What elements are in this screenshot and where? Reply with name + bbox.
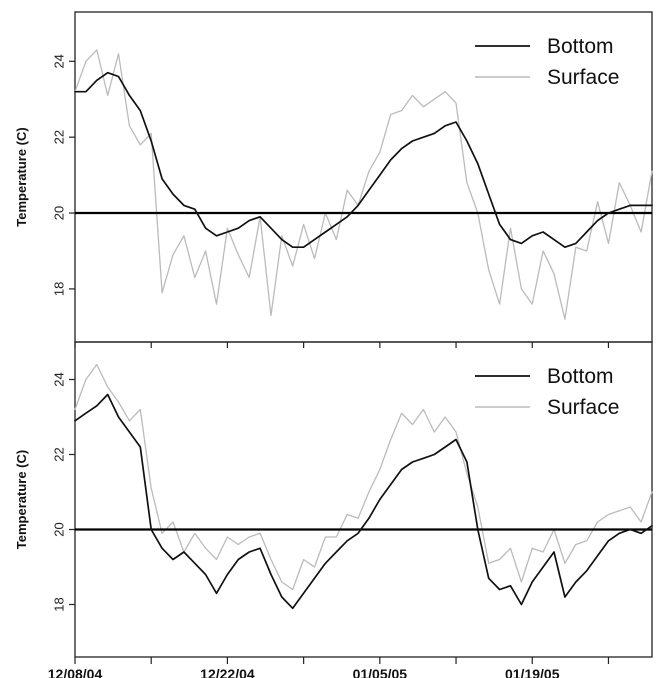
bottom-panel: 18 20 22 24 Temperature (C) Bottom Surface bbox=[14, 341, 653, 658]
x-axis: 12/08/04 12/22/04 01/05/05 01/19/05 bbox=[48, 342, 610, 678]
y-axis-label: Temperature (C) bbox=[14, 450, 29, 549]
top-panel: 18 20 22 24 Temperature (C) Bottom Surface bbox=[14, 11, 653, 343]
legend-label-bottom: Bottom bbox=[547, 35, 614, 58]
plot-frame bbox=[74, 341, 653, 658]
x-tick-label: 12/22/04 bbox=[200, 666, 255, 678]
series-line-bottom bbox=[74, 393, 653, 610]
legend-label-bottom: Bottom bbox=[547, 365, 614, 388]
x-tick-label: 01/19/05 bbox=[505, 666, 560, 678]
x-tick-label: 12/08/04 bbox=[48, 666, 103, 678]
legend-label-surface: Surface bbox=[547, 396, 619, 419]
series-line-bottom bbox=[74, 71, 653, 249]
x-tick-label: 01/05/05 bbox=[353, 666, 408, 678]
y-tick-label: 24 bbox=[51, 372, 66, 386]
y-tick-label: 18 bbox=[51, 597, 66, 611]
y-tick-label: 20 bbox=[51, 522, 66, 536]
y-tick-label: 24 bbox=[51, 54, 66, 68]
series-line-surface bbox=[74, 49, 653, 320]
y-tick-label: 22 bbox=[51, 130, 66, 144]
legend-label-surface: Surface bbox=[547, 66, 619, 89]
y-tick-label: 22 bbox=[51, 447, 66, 461]
y-tick-label: 18 bbox=[51, 282, 66, 296]
y-axis-label: Temperature (C) bbox=[14, 127, 29, 226]
y-tick-label: 20 bbox=[51, 206, 66, 220]
series-line-surface bbox=[74, 363, 653, 591]
